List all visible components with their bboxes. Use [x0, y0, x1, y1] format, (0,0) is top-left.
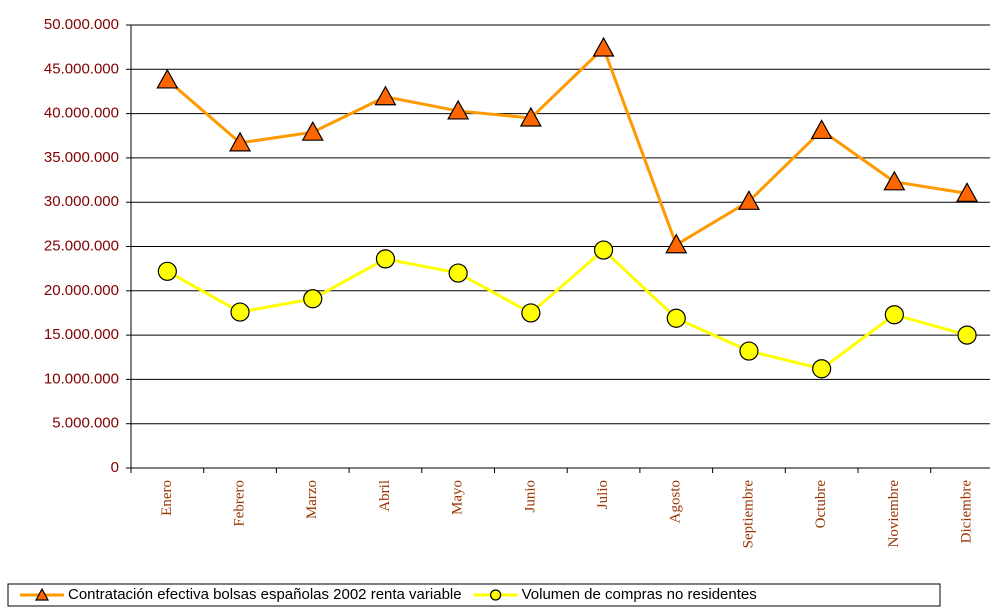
x-tick-label: Diciembre: [958, 480, 974, 544]
data-point: [665, 233, 688, 254]
x-tick-label: Julio: [595, 480, 611, 509]
x-tick-label: Marzo: [304, 480, 320, 519]
x-tick-label: Abril: [377, 480, 393, 512]
data-point: [374, 85, 397, 106]
y-tick-label: 20.000.000: [44, 282, 119, 299]
series-line: [166, 248, 968, 371]
x-tick-label: Octubre: [813, 480, 829, 529]
legend-marker: [489, 589, 502, 601]
data-point: [521, 303, 541, 323]
data-point: [593, 240, 614, 260]
x-tick-label: Febrero: [231, 480, 247, 527]
data-point: [229, 131, 252, 152]
series-line: [166, 45, 968, 247]
y-tick-label: 0: [111, 459, 119, 476]
legend-marker: [34, 587, 50, 601]
y-tick-label: 35.000.000: [44, 149, 119, 166]
x-tick-label: Enero: [159, 480, 175, 516]
y-tick-label: 15.000.000: [44, 326, 119, 343]
y-tick-label: 10.000.000: [44, 370, 119, 387]
y-tick-label: 50.000.000: [44, 16, 119, 33]
x-tick-label: Septiembre: [740, 480, 756, 549]
x-tick-label: Noviembre: [886, 480, 902, 548]
data-point: [956, 182, 979, 202]
y-tick-label: 25.000.000: [44, 237, 119, 254]
x-tick-label: Mayo: [450, 480, 466, 515]
data-point: [883, 170, 906, 191]
data-point: [519, 106, 542, 127]
data-point: [810, 119, 833, 140]
data-point: [301, 120, 324, 141]
data-point: [375, 249, 396, 269]
x-tick-label: Agosto: [668, 480, 684, 523]
legend-label: Volumen de compras no residentes: [522, 586, 757, 603]
data-point: [448, 263, 468, 283]
data-point: [884, 305, 904, 325]
data-point: [157, 261, 177, 281]
y-tick-label: 40.000.000: [44, 105, 119, 122]
data-point: [666, 308, 686, 328]
data-point: [303, 289, 323, 309]
data-point: [156, 68, 179, 89]
data-point: [739, 341, 759, 361]
x-tick-label: Junio: [522, 480, 538, 513]
data-point: [447, 99, 470, 120]
y-tick-label: 30.000.000: [44, 193, 119, 210]
legend-label: Contratación efectiva bolsas españolas 2…: [68, 586, 462, 603]
data-point: [592, 36, 615, 57]
y-tick-label: 45.000.000: [44, 60, 119, 77]
data-point: [737, 190, 760, 210]
y-tick-label: 5.000.000: [52, 415, 119, 432]
data-point: [957, 325, 977, 345]
data-point: [230, 302, 250, 322]
data-point: [812, 359, 832, 379]
legend: Contratación efectiva bolsas españolas 2…: [7, 583, 941, 607]
